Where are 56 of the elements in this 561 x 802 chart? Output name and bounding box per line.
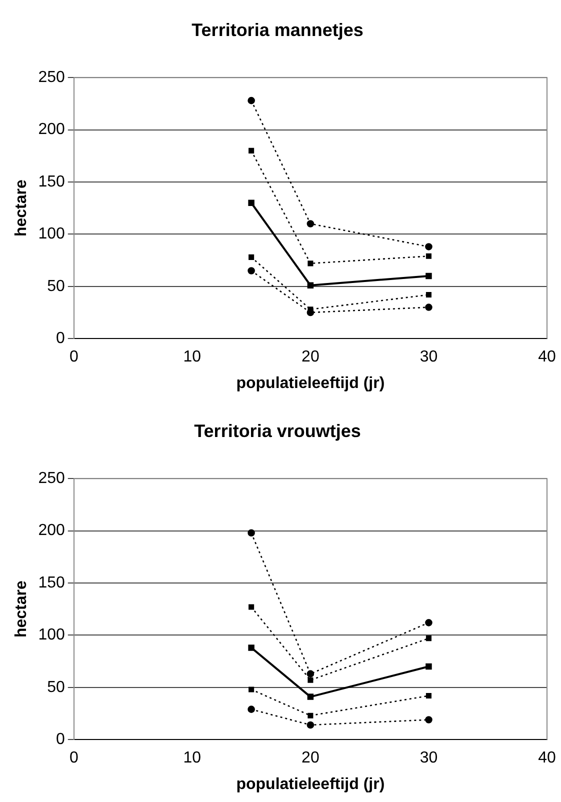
point xyxy=(306,670,314,678)
chart-title: Territoria mannetjes xyxy=(192,20,364,40)
y-tick-label: 150 xyxy=(38,173,65,190)
y-axis-title: hectare xyxy=(13,180,30,237)
y-tick-label: 250 xyxy=(38,470,65,488)
chart-title: Territoria vrouwtjes xyxy=(194,420,361,441)
x-tick-label: 40 xyxy=(538,750,556,767)
point xyxy=(426,636,432,642)
x-tick-label: 20 xyxy=(302,348,320,366)
x-tick-label: 30 xyxy=(420,750,438,767)
point xyxy=(248,604,254,610)
point xyxy=(248,706,255,713)
point xyxy=(306,220,314,228)
x-tick-label: 10 xyxy=(183,348,202,366)
point xyxy=(426,272,432,280)
point xyxy=(425,304,432,311)
point xyxy=(426,253,432,259)
y-tick-label: 100 xyxy=(38,226,65,243)
point xyxy=(307,282,314,288)
x-axis-title: populatieleeftijd (jr) xyxy=(236,374,385,392)
x-tick-label: 0 xyxy=(69,750,78,767)
y-tick-label: 200 xyxy=(38,121,65,138)
point xyxy=(426,692,432,699)
y-tick-label: 150 xyxy=(38,574,65,592)
x-tick-label: 40 xyxy=(538,348,556,366)
point xyxy=(248,267,255,274)
point xyxy=(248,200,254,206)
x-axis-title: populatieleeftijd (jr) xyxy=(236,776,385,793)
x-tick-label: 30 xyxy=(420,348,438,366)
point xyxy=(426,663,432,670)
point xyxy=(248,96,255,104)
point xyxy=(248,529,255,537)
point xyxy=(248,254,254,260)
point xyxy=(308,260,314,266)
x-tick-label: 10 xyxy=(183,750,202,767)
point xyxy=(426,292,432,298)
y-axis-title: hectare xyxy=(13,580,30,638)
point xyxy=(248,644,254,651)
y-tick-label: 100 xyxy=(38,626,65,644)
point xyxy=(308,712,314,718)
point xyxy=(425,619,432,626)
y-tick-label: 250 xyxy=(38,69,65,86)
y-tick-label: 0 xyxy=(56,330,65,348)
y-tick-label: 200 xyxy=(38,522,65,540)
y-tick-label: 50 xyxy=(47,278,65,295)
point xyxy=(425,716,432,724)
point xyxy=(306,721,314,729)
y-tick-label: 50 xyxy=(47,678,65,696)
x-tick-label: 0 xyxy=(69,348,78,366)
point xyxy=(307,694,314,700)
point xyxy=(248,686,254,692)
point xyxy=(248,148,254,154)
y-tick-label: 0 xyxy=(56,731,65,748)
point xyxy=(425,243,432,250)
point xyxy=(308,677,314,683)
x-tick-label: 20 xyxy=(302,750,320,767)
